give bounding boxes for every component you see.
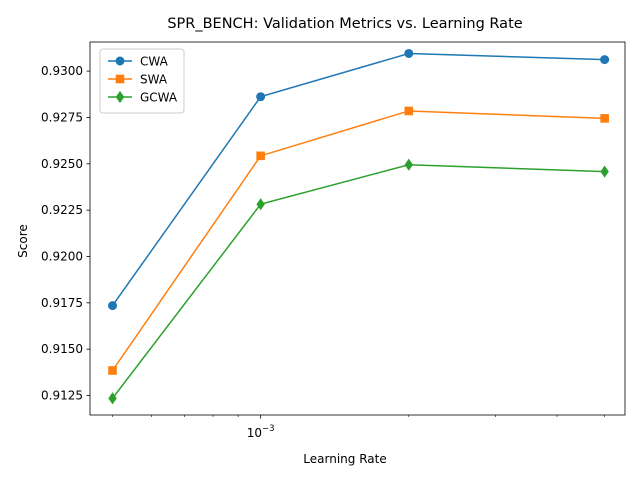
legend-label: CWA: [140, 55, 169, 69]
y-tick-label: 0.9225: [41, 203, 83, 217]
plot-area: 0.9125 0.9150 0.9175 0.9200 0.9225 0.9250 0.92…: [41, 41, 626, 440]
data-point: [108, 366, 117, 375]
y-tick-label: 0.9175: [41, 296, 83, 310]
y-axis-label: Score: [16, 224, 30, 258]
legend-label: GCWA: [140, 91, 178, 105]
legend-item-gcwa: GCWA: [108, 91, 178, 105]
data-point: [108, 392, 117, 405]
legend: CWA SWA GCWA: [99, 48, 185, 114]
y-tick-label: 0.9275: [41, 110, 83, 124]
data-point: [256, 151, 265, 161]
y-tick-label: 0.9125: [41, 389, 83, 403]
series-line: [111, 110, 605, 371]
data-point: [600, 165, 609, 178]
legend-marker: [115, 56, 125, 66]
legend-item-cwa: CWA: [108, 55, 169, 69]
legend-label: SWA: [140, 73, 168, 87]
legend-marker: [115, 74, 125, 84]
series-gcwa: [108, 158, 609, 405]
series-cwa: [108, 48, 610, 311]
y-tick-label: 0.9250: [41, 157, 83, 171]
legend-item-swa: SWA: [108, 73, 168, 87]
y-tick-label: 0.9150: [41, 342, 83, 356]
data-point: [256, 198, 265, 211]
data-point: [600, 114, 609, 123]
series-line: [111, 52, 605, 307]
x-axis-label: Learning Rate: [303, 452, 386, 466]
y-tick-label: 0.9200: [41, 249, 83, 263]
plot-frame: [89, 41, 626, 416]
y-tick-label: 0.9300: [41, 64, 83, 78]
data-point: [404, 106, 414, 116]
x-tick-label: 10−3: [247, 424, 275, 440]
data-point: [600, 55, 610, 65]
data-point: [404, 48, 414, 58]
data-point: [108, 301, 118, 311]
data-point: [256, 92, 266, 102]
data-point: [404, 158, 414, 171]
series-line: [111, 163, 605, 399]
legend-marker: [115, 90, 125, 104]
chart-title: SPR_BENCH: Validation Metrics vs. Learni…: [167, 16, 522, 32]
series-swa: [108, 106, 609, 375]
